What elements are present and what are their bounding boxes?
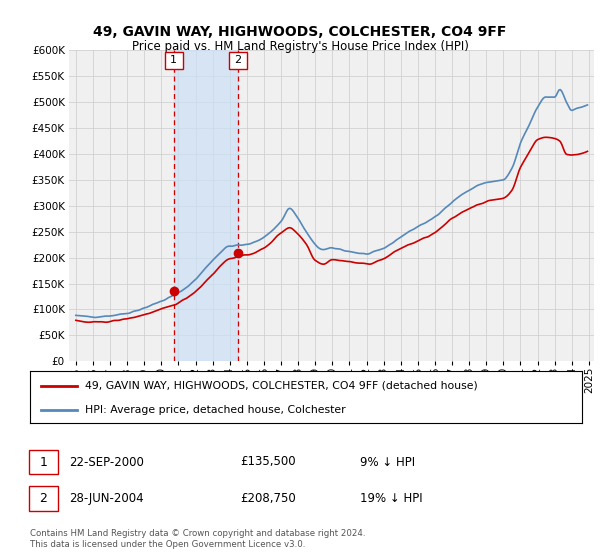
Text: £135,500: £135,500: [240, 455, 296, 469]
Text: 49, GAVIN WAY, HIGHWOODS, COLCHESTER, CO4 9FF: 49, GAVIN WAY, HIGHWOODS, COLCHESTER, CO…: [94, 25, 506, 39]
Text: 22-SEP-2000: 22-SEP-2000: [69, 455, 144, 469]
Text: £208,750: £208,750: [240, 492, 296, 505]
Text: 19% ↓ HPI: 19% ↓ HPI: [360, 492, 422, 505]
Bar: [173, 50, 238, 361]
Text: 28-JUN-2004: 28-JUN-2004: [69, 492, 143, 505]
Text: 49, GAVIN WAY, HIGHWOODS, COLCHESTER, CO4 9FF (detached house): 49, GAVIN WAY, HIGHWOODS, COLCHESTER, CO…: [85, 381, 478, 391]
Text: 1: 1: [39, 455, 47, 469]
Text: 2: 2: [235, 55, 242, 66]
Text: 1: 1: [170, 55, 177, 66]
Text: Price paid vs. HM Land Registry's House Price Index (HPI): Price paid vs. HM Land Registry's House …: [131, 40, 469, 53]
Text: Contains HM Land Registry data © Crown copyright and database right 2024.
This d: Contains HM Land Registry data © Crown c…: [30, 529, 365, 549]
Text: 9% ↓ HPI: 9% ↓ HPI: [360, 455, 415, 469]
Text: HPI: Average price, detached house, Colchester: HPI: Average price, detached house, Colc…: [85, 405, 346, 415]
Text: 2: 2: [39, 492, 47, 505]
